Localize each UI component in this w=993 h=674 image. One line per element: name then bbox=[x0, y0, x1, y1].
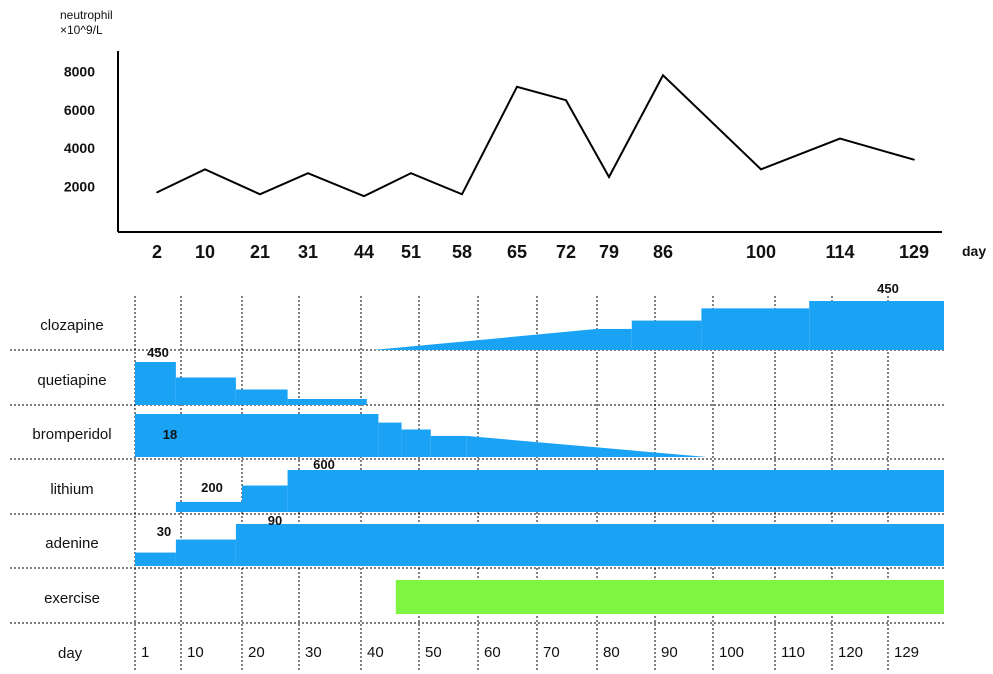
clozapine-dose-segment bbox=[809, 301, 944, 350]
quetiapine-dose-label: 450 bbox=[147, 345, 169, 360]
day-tick-label: 129 bbox=[894, 644, 919, 661]
quetiapine-dose-segment bbox=[135, 362, 176, 405]
data-point-day-79 bbox=[608, 176, 610, 178]
day-tick-label: 90 bbox=[661, 644, 678, 661]
y-tick-labels: 2000 4000 6000 8000 bbox=[64, 63, 95, 194]
data-point-day-51 bbox=[410, 172, 412, 174]
day-tick-label: 50 bbox=[425, 644, 442, 661]
y-axis-label-line-1: neutrophil bbox=[60, 8, 113, 22]
data-point-day-65 bbox=[516, 85, 518, 88]
data-point-day-31 bbox=[307, 172, 309, 174]
lithium-dose-label: 200 bbox=[201, 480, 223, 495]
day-tick-label: 30 bbox=[305, 644, 322, 661]
bromperidol-dose-label: 18 bbox=[163, 427, 177, 442]
day-tick-label: 40 bbox=[367, 644, 384, 661]
day-tick-label: 60 bbox=[484, 644, 501, 661]
x-tick-label: 44 bbox=[354, 242, 374, 262]
row-label-lithium: lithium bbox=[50, 481, 93, 498]
x-tick-label: 72 bbox=[556, 242, 576, 262]
dose-labels: 450 450 18 200 600 30 90 bbox=[147, 281, 899, 539]
y-tick-label: 8000 bbox=[64, 63, 95, 79]
data-point-day-114 bbox=[839, 137, 841, 140]
data-point-day-86 bbox=[662, 74, 664, 77]
clozapine-dose-segment bbox=[631, 320, 702, 350]
day-tick-label: 80 bbox=[603, 644, 620, 661]
row-label-adenine: adenine bbox=[45, 535, 98, 552]
x-tick-label: 51 bbox=[401, 242, 421, 262]
row-label-clozapine: clozapine bbox=[40, 317, 103, 334]
x-tick-label: 10 bbox=[195, 242, 215, 262]
adenine-dose-segment bbox=[175, 539, 236, 566]
x-tick-label: 79 bbox=[599, 242, 619, 262]
lithium-dose-segment bbox=[287, 470, 945, 512]
x-tick-label: 58 bbox=[452, 242, 472, 262]
day-tick-labels: 1 10 20 30 40 50 60 70 80 90 100 110 120 129 bbox=[141, 644, 919, 661]
clozapine-ramp-segment bbox=[372, 328, 597, 350]
adenine-dose-label: 30 bbox=[157, 524, 171, 539]
day-tick-label: 120 bbox=[838, 644, 863, 661]
bromperidol-dose-segment bbox=[378, 422, 402, 457]
x-tick-label: 129 bbox=[899, 242, 929, 262]
adenine-dose-segment bbox=[235, 524, 944, 566]
x-tick-label: 86 bbox=[653, 242, 673, 262]
x-axis-label: day bbox=[962, 243, 986, 259]
y-tick-label: 6000 bbox=[64, 102, 95, 118]
data-point-day-21 bbox=[259, 193, 261, 196]
bromperidol-ramp-segment bbox=[466, 435, 708, 457]
data-point-day-44 bbox=[363, 195, 365, 197]
timeline-bars bbox=[135, 301, 945, 614]
day-row-label: day bbox=[58, 645, 83, 662]
bromperidol-dose-segment bbox=[430, 435, 467, 457]
row-label-bromperidol: bromperidol bbox=[32, 426, 111, 443]
row-label-exercise: exercise bbox=[44, 590, 100, 607]
row-labels: clozapine quetiapine bromperidol lithium ade… bbox=[32, 317, 111, 607]
lithium-dose-segment bbox=[175, 501, 242, 512]
clozapine-dose-label: 450 bbox=[877, 281, 899, 296]
day-tick-label: 1 bbox=[141, 644, 149, 661]
day-tick-label: 70 bbox=[543, 644, 560, 661]
adenine-dose-segment bbox=[135, 552, 176, 566]
row-label-quetiapine: quetiapine bbox=[37, 372, 106, 389]
data-point-day-2 bbox=[156, 191, 158, 194]
day-tick-label: 110 bbox=[781, 644, 805, 661]
day-tick-label: 20 bbox=[248, 644, 265, 661]
bromperidol-dose-segment bbox=[135, 414, 379, 457]
medication-timeline: clozapine quetiapine bromperidol lithium ade… bbox=[10, 281, 945, 672]
quetiapine-dose-segment bbox=[175, 377, 236, 405]
quetiapine-dose-segment bbox=[287, 398, 367, 405]
y-axis-label-line-2: ×10^9/L bbox=[60, 23, 103, 37]
quetiapine-dose-segment bbox=[235, 389, 288, 405]
x-tick-label: 21 bbox=[250, 242, 270, 262]
x-tick-labels: 2 10 21 31 44 51 58 65 72 79 86 100 114 129 bbox=[152, 242, 929, 262]
data-point-day-58 bbox=[461, 193, 463, 196]
x-tick-label: 114 bbox=[825, 242, 854, 262]
data-point-day-10 bbox=[204, 168, 206, 171]
data-point-day-100 bbox=[760, 168, 762, 171]
bromperidol-dose-segment bbox=[401, 429, 431, 457]
x-tick-label: 2 bbox=[152, 242, 162, 262]
exercise-dose-segment bbox=[395, 580, 944, 614]
x-tick-label: 31 bbox=[298, 242, 318, 262]
lithium-dose-label: 600 bbox=[313, 457, 335, 472]
clozapine-dose-segment bbox=[701, 308, 810, 350]
lithium-dose-segment bbox=[242, 485, 288, 512]
clozapine-dose-segment bbox=[597, 328, 632, 350]
day-tick-label: 10 bbox=[187, 644, 204, 661]
day-tick-label: 100 bbox=[719, 644, 744, 661]
neutrophil-series bbox=[156, 73, 915, 198]
y-tick-label: 4000 bbox=[64, 140, 95, 156]
adenine-dose-label: 90 bbox=[268, 513, 282, 528]
data-point-day-72 bbox=[565, 99, 567, 101]
x-tick-label: 100 bbox=[746, 242, 776, 262]
y-tick-label: 2000 bbox=[64, 179, 95, 195]
x-tick-label: 65 bbox=[507, 242, 527, 262]
neutrophil-line bbox=[156, 73, 915, 198]
data-point-day-129 bbox=[913, 158, 915, 161]
